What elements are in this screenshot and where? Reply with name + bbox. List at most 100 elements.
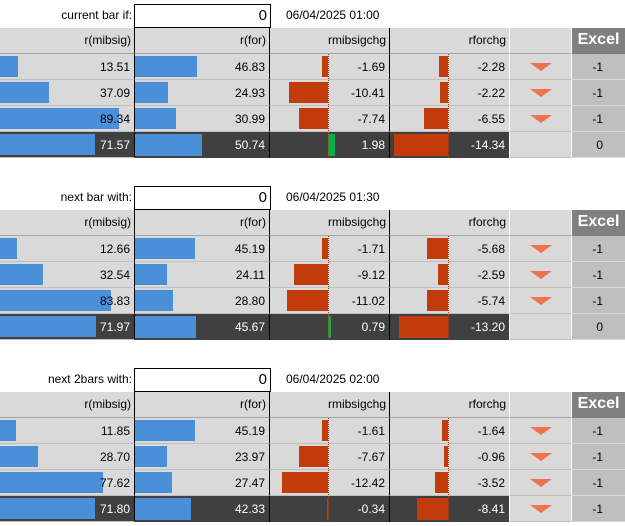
cell-mibsig[interactable]: 77.62 [0, 470, 135, 496]
cell-mibsig[interactable]: 71.80 [0, 496, 135, 522]
cell-excel[interactable]: -1 [572, 496, 625, 522]
cell-for[interactable]: 50.74 [135, 132, 270, 158]
col-header-blank [510, 210, 572, 236]
cell-mibsig[interactable]: 32.54 [0, 262, 135, 288]
cell-value: -8.41 [477, 502, 505, 516]
cell-mibsig[interactable]: 37.09 [0, 80, 135, 106]
cell-value: 37.09 [99, 85, 130, 100]
cell-for[interactable]: 24.11 [135, 262, 270, 288]
cell-rforchg[interactable]: -14.34 [390, 132, 510, 158]
cell-mibsig[interactable]: 13.51 [0, 54, 135, 80]
bar-offset-input[interactable]: 0 [134, 186, 271, 210]
cell-excel[interactable]: 0 [572, 314, 625, 340]
cell-rmibsigchg[interactable]: -1.69 [270, 54, 390, 80]
cell-for[interactable]: 27.47 [135, 470, 270, 496]
cell-trend[interactable] [510, 288, 572, 314]
cell-for[interactable]: 42.33 [135, 496, 270, 522]
cell-for[interactable]: 45.19 [135, 418, 270, 444]
bar-offset-input[interactable]: 0 [134, 4, 271, 28]
cell-value: 23.97 [234, 449, 265, 464]
for-bar [135, 316, 196, 338]
cell-rforchg[interactable]: -5.74 [390, 288, 510, 314]
cell-trend[interactable] [510, 80, 572, 106]
cell-mibsig[interactable]: 83.83 [0, 288, 135, 314]
cell-for[interactable]: 45.19 [135, 236, 270, 262]
cell-excel[interactable]: -1 [572, 54, 625, 80]
block-datetime: 06/04/2025 01:30 [286, 190, 380, 204]
mibsig-bar [0, 264, 44, 285]
down-arrow-icon [529, 114, 552, 123]
cell-excel[interactable]: -1 [572, 262, 625, 288]
down-arrow-icon [529, 296, 552, 305]
cell-mibsig[interactable]: 28.70 [0, 444, 135, 470]
cell-rmibsigchg[interactable]: -11.02 [270, 288, 390, 314]
cell-mibsig[interactable]: 71.97 [0, 314, 135, 340]
cell-rmibsigchg[interactable]: -9.12 [270, 262, 390, 288]
cell-trend[interactable] [510, 106, 572, 132]
cell-excel[interactable]: -1 [572, 106, 625, 132]
cell-value: -9.12 [357, 267, 385, 282]
cell-for[interactable]: 23.97 [135, 444, 270, 470]
cell-trend[interactable] [510, 262, 572, 288]
cell-excel[interactable]: -1 [572, 288, 625, 314]
col-header-rfor: r(for) [135, 28, 270, 54]
cell-rforchg[interactable]: -0.96 [390, 444, 510, 470]
axis-line [448, 54, 449, 79]
cell-mibsig[interactable]: 12.66 [0, 236, 135, 262]
cell-trend[interactable] [510, 444, 572, 470]
rmibsigchg-bar [321, 56, 328, 77]
cell-rmibsigchg[interactable]: -0.34 [270, 496, 390, 522]
cell-for[interactable]: 45.67 [135, 314, 270, 340]
cell-rmibsigchg[interactable]: -7.74 [270, 106, 390, 132]
rforchg-bar [426, 290, 448, 311]
mibsig-bar [0, 420, 16, 441]
cell-rforchg[interactable]: -3.52 [390, 470, 510, 496]
cell-trend[interactable] [510, 496, 572, 522]
cell-rforchg[interactable]: -2.28 [390, 54, 510, 80]
cell-rforchg[interactable]: -2.59 [390, 262, 510, 288]
cell-trend[interactable] [510, 418, 572, 444]
cell-for[interactable]: 24.93 [135, 80, 270, 106]
cell-for[interactable]: 30.99 [135, 106, 270, 132]
cell-excel[interactable]: -1 [572, 470, 625, 496]
cell-mibsig[interactable]: 71.57 [0, 132, 135, 158]
for-bar [135, 264, 168, 285]
cell-for[interactable]: 46.83 [135, 54, 270, 80]
cell-rmibsigchg[interactable]: -7.67 [270, 444, 390, 470]
cell-rmibsigchg[interactable]: 1.98 [270, 132, 390, 158]
table-row: 89.34 30.99 -7.74 -6.55 -1 [0, 106, 625, 132]
cell-trend[interactable] [510, 236, 572, 262]
table-row: 28.70 23.97 -7.67 -0.96 -1 [0, 444, 625, 470]
cell-rmibsigchg[interactable]: -12.42 [270, 470, 390, 496]
bar-offset-input[interactable]: 0 [134, 368, 271, 392]
cell-for[interactable]: 28.80 [135, 288, 270, 314]
cell-trend[interactable] [510, 470, 572, 496]
cell-trend[interactable] [510, 314, 572, 340]
cell-value: -10.41 [350, 85, 385, 100]
axis-line [328, 418, 329, 443]
cell-rmibsigchg[interactable]: 0.79 [270, 314, 390, 340]
cell-trend[interactable] [510, 132, 572, 158]
cell-rmibsigchg[interactable]: -1.61 [270, 418, 390, 444]
cell-rforchg[interactable]: -1.64 [390, 418, 510, 444]
rmibsigchg-bar [321, 420, 328, 441]
cell-value: -11.02 [351, 293, 385, 308]
cell-rforchg[interactable]: -5.68 [390, 236, 510, 262]
cell-rmibsigchg[interactable]: -1.71 [270, 236, 390, 262]
cell-excel[interactable]: -1 [572, 236, 625, 262]
cell-excel[interactable]: -1 [572, 418, 625, 444]
table-block: next bar with: 0 06/04/2025 01:30 r(mibsig)… [0, 186, 625, 344]
cell-rforchg[interactable]: -2.22 [390, 80, 510, 106]
cell-trend[interactable] [510, 54, 572, 80]
cell-rforchg[interactable]: -6.55 [390, 106, 510, 132]
cell-mibsig[interactable]: 11.85 [0, 418, 135, 444]
cell-rmibsigchg[interactable]: -10.41 [270, 80, 390, 106]
cell-mibsig[interactable]: 89.34 [0, 106, 135, 132]
cell-excel[interactable]: -1 [572, 444, 625, 470]
rforchg-bar [426, 238, 448, 259]
cell-excel[interactable]: 0 [572, 132, 625, 158]
cell-rforchg[interactable]: -13.20 [390, 314, 510, 340]
cell-excel[interactable]: -1 [572, 80, 625, 106]
excel-value: -1 [592, 267, 603, 282]
cell-rforchg[interactable]: -8.41 [390, 496, 510, 522]
